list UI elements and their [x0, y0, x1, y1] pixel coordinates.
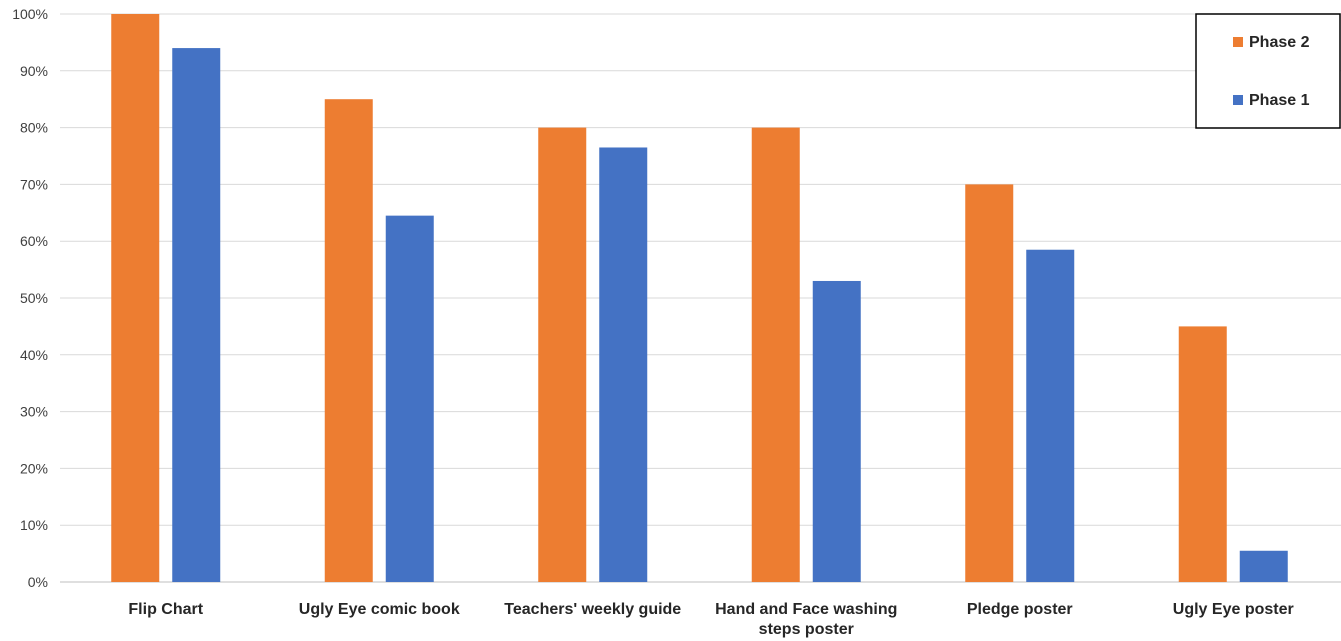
y-tick-label: 0%	[28, 574, 48, 590]
y-tick-label: 10%	[20, 517, 48, 533]
legend-label-phase-2: Phase 2	[1249, 34, 1310, 51]
x-tick-label: Flip Chart	[128, 601, 203, 618]
x-tick-label: Pledge poster	[967, 601, 1073, 618]
y-tick-label: 20%	[20, 460, 48, 476]
bar-phase-2	[751, 127, 800, 582]
x-tick-label: Hand and Face washing	[715, 601, 897, 618]
gridlines	[60, 13, 1341, 583]
legend-label-phase-1: Phase 1	[1249, 92, 1310, 109]
bar-phase-1	[599, 147, 648, 583]
x-tick-label: Teachers' weekly guide	[504, 601, 681, 618]
legend: Phase 2 Phase 1	[1195, 13, 1341, 129]
y-tick-label: 70%	[20, 176, 48, 192]
bar-phase-2	[1178, 326, 1227, 582]
y-tick-label: 100%	[12, 6, 48, 22]
bar-phase-1	[812, 280, 861, 582]
y-tick-label: 60%	[20, 233, 48, 249]
y-tick-label: 50%	[20, 290, 48, 306]
legend-box	[1195, 13, 1341, 129]
bar-phase-1	[385, 215, 434, 582]
y-tick-label: 40%	[20, 347, 48, 363]
bar-phase-1	[172, 48, 221, 582]
bar-phase-2	[965, 184, 1014, 582]
legend-swatch-phase-2	[1233, 37, 1243, 47]
y-tick-label: 90%	[20, 63, 48, 79]
x-tick-label: steps poster	[759, 621, 854, 638]
bar-phase-1	[1239, 550, 1288, 582]
bar-phase-1	[1026, 249, 1075, 582]
y-tick-label: 80%	[20, 120, 48, 136]
bar-phase-2	[538, 127, 587, 582]
bar-phase-2	[324, 99, 373, 582]
x-tick-label: Ugly Eye poster	[1173, 601, 1294, 618]
bars	[111, 14, 1288, 583]
bar-phase-2	[111, 14, 160, 582]
legend-swatch-phase-1	[1233, 95, 1243, 105]
x-axis: Flip Chart Ugly Eye comic book Teachers' w…	[128, 601, 1293, 638]
x-tick-label: Ugly Eye comic book	[299, 601, 460, 618]
y-tick-label: 30%	[20, 404, 48, 420]
y-axis: 0% 10% 20% 30% 40% 50% 60% 70% 80% 90% 100%	[12, 6, 48, 590]
